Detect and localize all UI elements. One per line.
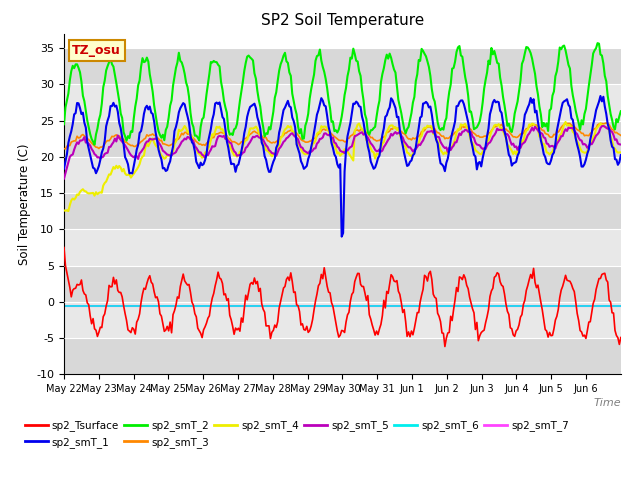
Bar — [64, 157, 621, 193]
Text: TZ_osu: TZ_osu — [72, 44, 121, 57]
Bar — [64, 265, 621, 302]
Bar — [64, 48, 621, 84]
Bar — [64, 302, 621, 338]
Bar — [64, 120, 621, 157]
Legend: sp2_Tsurface, sp2_smT_1, sp2_smT_2, sp2_smT_3, sp2_smT_4, sp2_smT_5, sp2_smT_6, : sp2_Tsurface, sp2_smT_1, sp2_smT_2, sp2_… — [25, 420, 569, 447]
Bar — [64, 229, 621, 265]
Bar — [64, 84, 621, 120]
Bar — [64, 193, 621, 229]
Title: SP2 Soil Temperature: SP2 Soil Temperature — [260, 13, 424, 28]
Bar — [64, 338, 621, 374]
Text: Time: Time — [593, 398, 621, 408]
Y-axis label: Soil Temperature (C): Soil Temperature (C) — [18, 143, 31, 265]
